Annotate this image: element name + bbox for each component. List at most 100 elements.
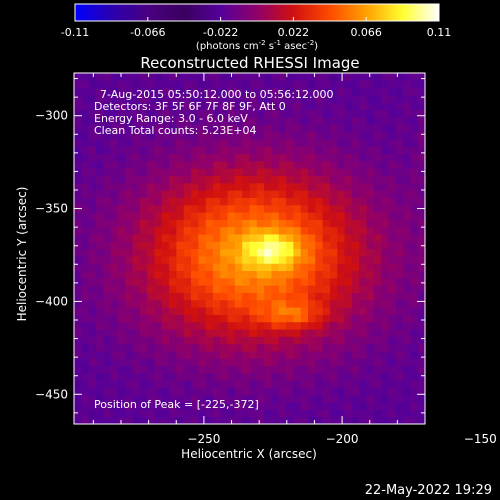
heatmap-cell [125, 277, 134, 286]
heatmap-cell [381, 380, 390, 389]
heatmap-cell [198, 109, 207, 118]
heatmap-cell [410, 248, 419, 257]
heatmap-cell [220, 321, 229, 330]
heatmap-cell [139, 248, 148, 257]
heatmap-cell [351, 175, 360, 184]
heatmap-cell [315, 409, 324, 418]
heatmap-cell [88, 168, 97, 176]
heatmap-cell [373, 277, 382, 286]
heatmap-cell [103, 138, 112, 147]
heatmap-cell [242, 87, 251, 96]
heatmap-cell [337, 241, 346, 250]
heatmap-cell [308, 73, 316, 81]
heatmap-cell [176, 109, 185, 118]
heatmap-cell [344, 197, 353, 206]
heatmap-cell [198, 416, 207, 424]
heatmap-cell [169, 190, 177, 198]
heatmap-cell [95, 307, 104, 315]
heatmap-cell [147, 94, 156, 103]
heatmap-cell [88, 138, 97, 147]
heatmap-cell [198, 402, 207, 410]
heatmap-cell [337, 416, 346, 424]
heatmap-cell [191, 153, 199, 162]
heatmap-cell [117, 182, 126, 191]
heatmap-cell [176, 336, 185, 345]
heatmap-cell [417, 394, 425, 403]
heatmap-cell [125, 285, 134, 293]
heatmap-cell [286, 182, 294, 191]
heatmap-cell [264, 73, 273, 81]
heatmap-cell [410, 109, 419, 118]
heatmap-cell [249, 328, 258, 337]
heatmap-cell [388, 387, 397, 396]
heatmap-cell [81, 365, 90, 374]
heatmap-cell [81, 270, 90, 279]
heatmap-cell [278, 197, 287, 206]
heatmap-cell [293, 394, 302, 403]
heatmap-cell [264, 255, 273, 264]
heatmap-cell [381, 343, 390, 352]
heatmap-cell [176, 270, 185, 279]
heatmap-cell [191, 365, 199, 374]
heatmap-cell [322, 307, 331, 315]
heatmap-cell [308, 343, 316, 352]
heatmap-cell [81, 102, 90, 111]
heatmap-cell [351, 102, 360, 111]
heatmap-cell [154, 263, 163, 272]
heatmap-cell [234, 263, 243, 272]
heatmap-cell [161, 182, 170, 191]
heatmap-cell [220, 328, 229, 337]
heatmap-cell [337, 336, 346, 345]
heatmap-cell [395, 299, 404, 308]
heatmap-cell [212, 263, 221, 272]
heatmap-cell [183, 175, 192, 184]
heatmap-cell [191, 263, 199, 272]
heatmap-cell [205, 372, 214, 381]
heatmap-cell [220, 336, 229, 345]
heatmap-cell [117, 328, 126, 337]
heatmap-cell [242, 343, 251, 352]
heatmap-cell [395, 365, 404, 374]
heatmap-cell [249, 321, 258, 330]
heatmap-cell [286, 387, 294, 396]
heatmap-cell [293, 211, 302, 220]
heatmap-cell [132, 248, 141, 257]
heatmap-cell [81, 380, 90, 389]
heatmap-cell [337, 116, 346, 125]
heatmap-cell [81, 248, 90, 257]
heatmap-cell [388, 365, 397, 374]
y-tick-label: −450 [35, 387, 68, 401]
heatmap-cell [293, 299, 302, 308]
heatmap-cell [256, 372, 265, 381]
heatmap-cell [161, 124, 170, 133]
heatmap-cell [395, 102, 404, 111]
heatmap-cell [337, 219, 346, 228]
heatmap-cell [293, 343, 302, 352]
heatmap-cell [161, 219, 170, 228]
heatmap-cell [337, 94, 346, 103]
heatmap-cell [417, 219, 425, 228]
heatmap-cell [388, 190, 397, 198]
heatmap-cell [308, 233, 316, 242]
heatmap-cell [198, 138, 207, 147]
heatmap-cell [271, 321, 280, 330]
heatmap-cell [169, 402, 177, 410]
heatmap-cell [95, 380, 104, 389]
heatmap-cell [388, 226, 397, 235]
heatmap-cell [117, 80, 126, 89]
heatmap-cell [366, 292, 375, 301]
heatmap-cell [278, 190, 287, 198]
heatmap-cell [337, 211, 346, 220]
heatmap-cell [410, 211, 419, 220]
heatmap-cell [300, 394, 309, 403]
heatmap-cell [183, 402, 192, 410]
heatmap-cell [198, 175, 207, 184]
heatmap-cell [81, 160, 90, 169]
heatmap-cell [322, 168, 331, 176]
heatmap-cell [234, 336, 243, 345]
heatmap-cell [169, 124, 177, 133]
heatmap-cell [176, 116, 185, 125]
heatmap-cell [88, 153, 97, 162]
heatmap-cell [308, 226, 316, 235]
heatmap-cell [278, 87, 287, 96]
